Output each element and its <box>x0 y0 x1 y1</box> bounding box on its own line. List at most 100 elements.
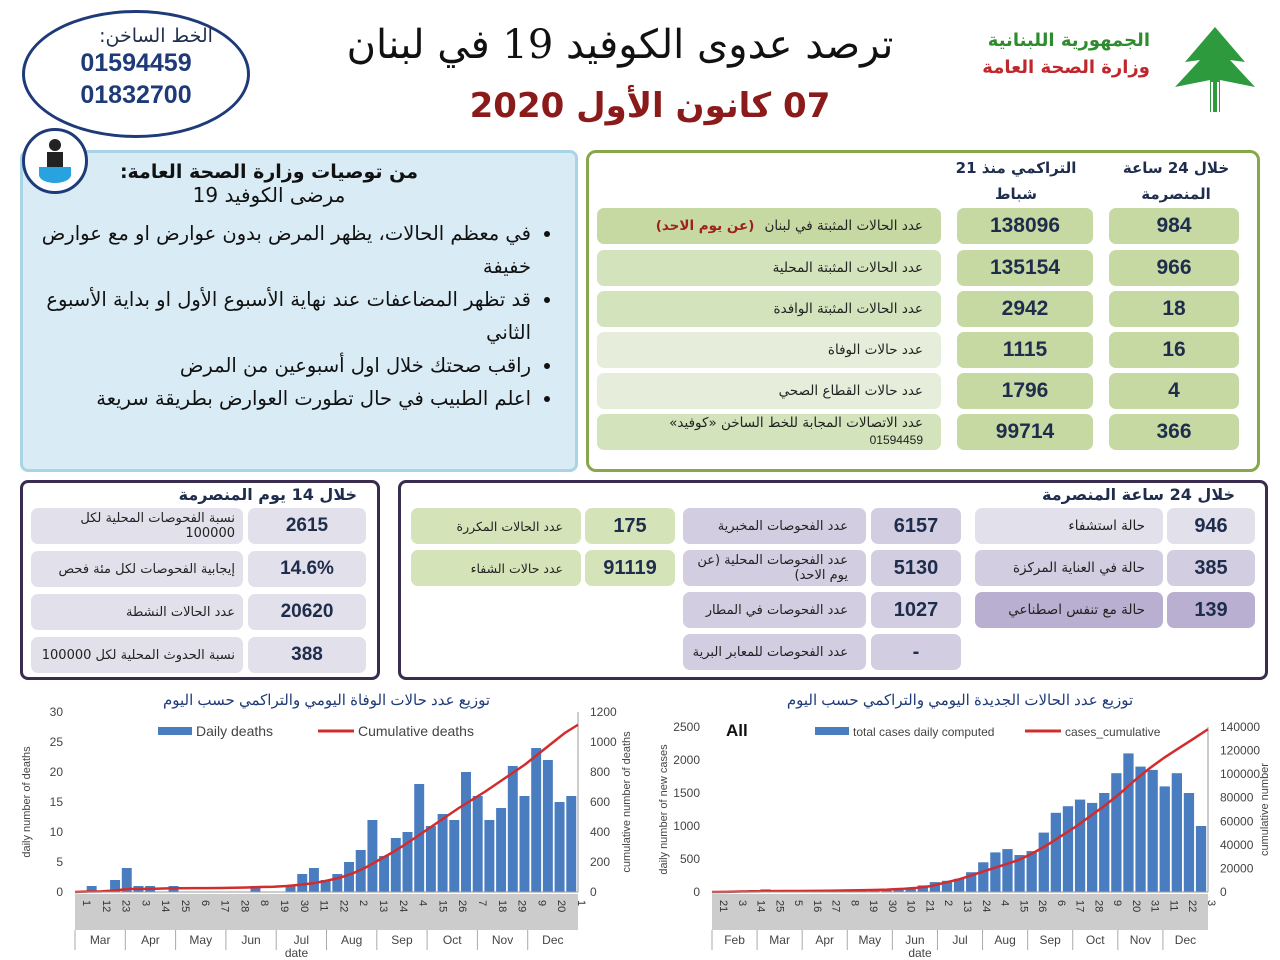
ministry-name: الجمهورية اللبنانية وزارة الصحة العامة <box>935 30 1150 78</box>
x-day-tick: 15 <box>436 900 448 912</box>
daily-bar <box>484 820 495 892</box>
y-tick-label: 10 <box>50 825 64 839</box>
fourteen-day-label: إيجابية الفحوصات لكل مئة فحص <box>31 551 243 587</box>
x-day-tick: 12 <box>100 900 112 912</box>
legend-swatch-daily <box>815 727 849 735</box>
y2-tick-label: 800 <box>590 765 610 779</box>
cases-chart: توزيع عدد الحالات الجديدة اليومي والتراك… <box>658 692 1271 960</box>
stat-label-text: عدد الحالات المثبتة المحلية <box>772 260 923 276</box>
x-month-label: Oct <box>443 933 462 947</box>
x-day-tick: 23 <box>120 900 132 912</box>
x-axis-label: date <box>908 946 932 960</box>
x-month-label: Dec <box>542 933 563 947</box>
x-day-tick: 19 <box>278 900 290 912</box>
x-day-tick: 2 <box>357 900 369 906</box>
x-day-tick: 1 <box>80 900 92 906</box>
stat-label-text: عدد الحالات المثبتة الوافدة <box>773 301 923 317</box>
x-month-label: Apr <box>141 933 160 947</box>
y2-tick-label: 0 <box>1220 885 1227 899</box>
x-day-tick: 6 <box>1055 900 1067 906</box>
x-day-tick: 13 <box>961 900 973 912</box>
daily-bar <box>542 760 553 892</box>
x-day-tick: 11 <box>1167 900 1179 911</box>
republic-name: الجمهورية اللبنانية <box>987 30 1150 51</box>
daily-bar <box>990 852 1001 892</box>
x-day-tick: 4 <box>999 900 1011 906</box>
last24-title: خلال 24 ساعة المنصرمة <box>1042 485 1235 504</box>
date-tick-band <box>75 894 578 930</box>
y-axis-label: daily number of deaths <box>21 746 33 858</box>
stat-label-text: عدد حالات القطاع الصحي <box>778 383 923 399</box>
stat-24h-value: 18 <box>1109 291 1239 327</box>
y2-tick-label: 20000 <box>1220 861 1254 875</box>
stat-24h-value: 16 <box>1109 332 1239 368</box>
stat-cumulative-value: 135154 <box>957 250 1093 286</box>
x-day-tick: 4 <box>417 900 429 906</box>
x-day-tick: 14 <box>755 900 767 912</box>
x-month-label: Dec <box>1175 933 1196 947</box>
daily-bar <box>1135 766 1146 892</box>
daily-bar <box>308 868 319 892</box>
list-item: في معظم الحالات، يظهر المرض بدون عوارض ا… <box>41 217 531 283</box>
daily-bar <box>1159 786 1170 892</box>
hospital-value: 946 <box>1167 508 1255 544</box>
test-label: عدد الفحوصات المخبرية <box>683 508 866 544</box>
x-day-tick: 28 <box>238 900 250 912</box>
col-header-cumulative: التراكمي منذ 21 شباط <box>955 159 1077 203</box>
daily-bar <box>496 808 507 892</box>
x-axis-label: date <box>285 946 309 960</box>
daily-bar <box>554 802 565 892</box>
y-tick-label: 0 <box>56 885 63 899</box>
x-day-tick: 22 <box>337 900 349 912</box>
other-value: 91119 <box>585 550 675 586</box>
y2-axis-label: cumulative number <box>1259 763 1271 856</box>
deaths-chart: توزيع عدد حالات الوفاة اليومي والتراكمي … <box>21 692 633 960</box>
y-tick-label: 2500 <box>673 720 700 734</box>
y2-tick-label: 80000 <box>1220 791 1254 805</box>
daily-bar <box>953 878 965 892</box>
daily-bar <box>1195 826 1207 892</box>
daily-bar <box>250 886 261 892</box>
x-day-tick: 16 <box>811 900 823 912</box>
daily-bar <box>1050 812 1062 892</box>
y-tick-label: 5 <box>56 855 63 869</box>
x-day-tick: 21 <box>717 900 729 912</box>
daily-bar <box>531 748 542 892</box>
y-axis-label: daily number of new cases <box>658 744 670 875</box>
x-day-tick: 7 <box>476 900 488 906</box>
x-day-tick: 8 <box>258 900 270 906</box>
stat-cumulative-value: 2942 <box>957 291 1093 327</box>
daily-bar <box>1038 832 1049 892</box>
stat-label: عدد حالات القطاع الصحي <box>597 373 941 409</box>
fourteen-day-value: 388 <box>248 637 366 673</box>
daily-bar <box>1026 851 1037 892</box>
x-month-label: Nov <box>1130 933 1151 947</box>
stat-label: عدد الحالات المثبتة الوافدة <box>597 291 941 327</box>
test-value: - <box>871 634 961 670</box>
main-stats-panel: خلال 24 ساعة المنصرمة التراكمي منذ 21 شب… <box>586 150 1260 472</box>
x-day-tick: 3 <box>139 900 151 906</box>
stat-label-text: عدد الحالات المثبتة في لبنان <box>764 218 923 234</box>
x-day-tick: 18 <box>496 900 508 912</box>
x-day-tick: 3 <box>736 900 748 906</box>
y2-tick-label: 1000 <box>590 735 617 749</box>
daily-bar <box>437 814 448 892</box>
hotline-number: 01594459 <box>80 49 192 77</box>
y-tick-label: 2000 <box>673 753 700 767</box>
x-day-tick: 11 <box>318 900 330 911</box>
legend-label-daily: total cases daily computed <box>853 725 994 739</box>
recommendations-title: من توصيات وزارة الصحة العامة: <box>119 161 419 183</box>
x-month-label: Oct <box>1086 933 1105 947</box>
daily-bar <box>1087 802 1098 892</box>
fourteen-day-label: عدد الحالات النشطة <box>31 594 243 630</box>
stat-label: عدد الحالات المثبتة في لبنان (عن يوم الاح… <box>597 208 941 244</box>
daily-bar <box>978 862 989 892</box>
stat-note: (عن يوم الاحد) <box>655 218 755 234</box>
x-month-label: Mar <box>90 933 111 947</box>
stat-cumulative-value: 1115 <box>957 332 1093 368</box>
y2-tick-label: 140000 <box>1220 720 1260 734</box>
stat-24h-value: 366 <box>1109 414 1239 450</box>
daily-bar <box>472 796 483 892</box>
daily-bar <box>320 880 331 892</box>
daily-bar <box>1111 773 1122 892</box>
